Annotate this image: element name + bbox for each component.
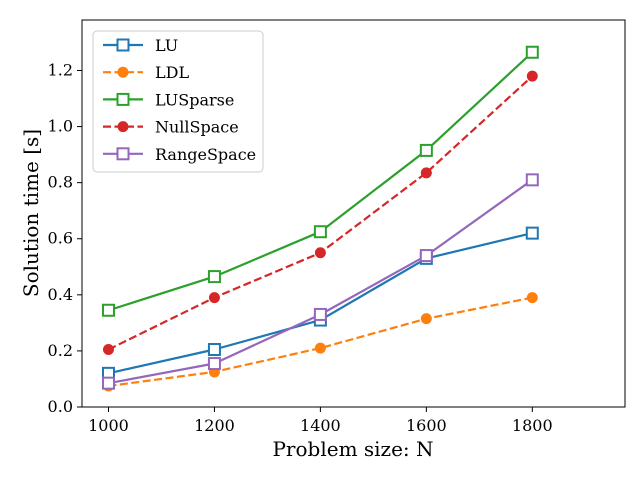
y-tick-label: 1.0 [48, 117, 73, 136]
x-tick-label: 1400 [300, 416, 341, 435]
data-point [525, 226, 539, 240]
data-point [208, 292, 220, 304]
data-point [314, 247, 326, 259]
legend-item: LUSparse [103, 90, 234, 109]
legend-marker [116, 38, 130, 52]
legend-marker [117, 66, 129, 78]
data-point [207, 357, 221, 371]
x-tick-label: 1600 [406, 416, 447, 435]
legend-item: LDL [103, 63, 189, 82]
y-axis-label: Solution time [s] [19, 129, 43, 297]
data-point [419, 143, 433, 157]
series-nullspace [102, 70, 538, 356]
data-point [526, 70, 538, 82]
x-tick-label: 1800 [512, 416, 553, 435]
legend-item: LU [103, 36, 178, 55]
legend-marker [116, 147, 130, 161]
data-point [526, 292, 538, 304]
series-rangespace [101, 173, 539, 390]
legend-label: RangeSpace [155, 145, 256, 164]
data-point [313, 307, 327, 321]
y-tick-label: 0.6 [48, 229, 73, 248]
series-lusparse [101, 45, 539, 317]
legend-marker [116, 92, 130, 106]
x-axis-label: Problem size: N [272, 437, 433, 461]
data-point [207, 343, 221, 357]
y-tick-label: 0.8 [48, 173, 73, 192]
data-point [419, 249, 433, 263]
y-tick-label: 1.2 [48, 60, 73, 79]
data-point [313, 225, 327, 239]
data-point [102, 344, 114, 356]
legend-label: LUSparse [155, 90, 234, 109]
legend-box [92, 30, 264, 173]
data-point [420, 167, 432, 179]
legend-label: LU [155, 36, 178, 55]
x-tick-label: 1200 [194, 416, 235, 435]
y-tick-label: 0.2 [48, 341, 73, 360]
data-point [525, 173, 539, 187]
data-point [525, 45, 539, 59]
legend-item: NullSpace [103, 118, 239, 137]
chart-marks [101, 45, 539, 392]
legend-item: RangeSpace [103, 145, 256, 164]
series-line [108, 296, 533, 388]
data-point [101, 376, 115, 390]
axis-ticks: 1000 1200 1400 1600 1800 0.0 0.2 0.4 0.6 0.8 1.0 1.… [48, 60, 553, 435]
data-point [314, 342, 326, 354]
legend-marker [117, 121, 129, 133]
legend-label: NullSpace [155, 118, 239, 137]
data-point [207, 270, 221, 284]
series-ldl [102, 292, 538, 392]
plot-frame [81, 19, 626, 408]
data-point [101, 303, 115, 317]
legend: LU LDL LUSparse NullSpace RangeSpace [92, 30, 264, 173]
y-tick-label: 0.4 [48, 285, 73, 304]
legend-label: LDL [155, 63, 189, 82]
y-tick-label: 0.0 [48, 397, 73, 416]
x-tick-label: 1000 [88, 416, 129, 435]
data-point [420, 313, 432, 325]
